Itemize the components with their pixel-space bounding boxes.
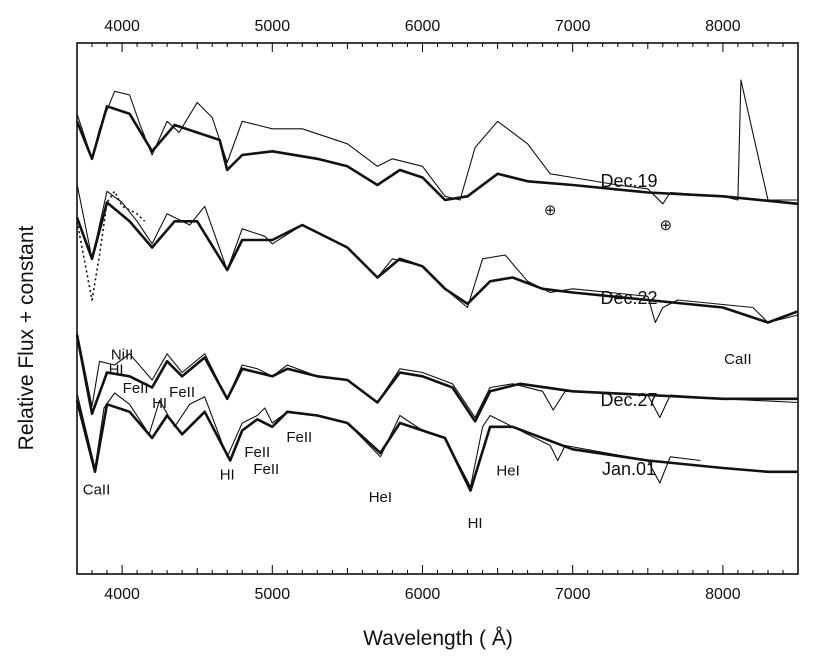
spectrum-line-dec-19-thin-0 [76,79,798,205]
line-id-label-12: HeI [496,463,519,480]
spectrum-line-dec-19-thick-1 [75,105,799,206]
bottom-tick-label-4000: 4000 [104,586,140,603]
tick-layer: 4000 4000 5000 5000 6000 6000 7000 7000 8000 8000 [91,18,799,603]
line-id-label-2: HI [109,361,124,378]
top-tick-label-8000: 8000 [705,18,741,35]
top-tick-label-4000: 4000 [104,18,140,35]
spectrum-line-dec-27-thick-5 [75,334,798,423]
y-axis-label: Relative Flux + constant [15,225,38,450]
epoch-label-dec-27: Dec.27 [600,390,657,410]
telluric-marker-15: ⊕ [660,217,673,234]
top-tick-label-6000: 6000 [405,18,441,35]
line-id-label-7: FeII [244,444,270,461]
spectrum-line-dec-22-thick-3 [75,201,799,324]
bottom-tick-label-7000: 7000 [555,586,591,603]
bottom-tick-label-6000: 6000 [405,586,441,603]
x-axis-label: Wavelength ( Å) [363,627,513,650]
spectrum-line-dec-22-thin-2 [76,183,799,324]
label-layer: Dec.19Dec.22Dec.27Jan.01CaIINiIIHIFeIIHI… [83,171,752,532]
line-id-label-10: HeI [369,489,392,506]
top-tick-label-7000: 7000 [555,18,591,35]
epoch-label-jan-01: Jan.01 [602,459,656,479]
line-id-label-8: FeII [253,461,279,478]
line-id-label-9: FeII [286,429,312,446]
epoch-label-dec-22: Dec.22 [600,288,657,308]
telluric-marker-14: ⊕ [544,202,557,219]
epoch-label-dec-19: Dec.19 [600,171,657,191]
line-id-label-0: CaII [83,481,111,498]
top-tick-label-5000: 5000 [255,18,291,35]
line-id-label-6: HI [220,466,235,483]
line-id-label-4: HI [152,395,167,412]
bottom-tick-label-8000: 8000 [705,586,741,603]
line-id-label-5: FeII [169,384,195,401]
spectrum-line-dec-22-dotted-8 [76,190,146,301]
line-id-label-3: FeII [123,380,149,397]
spectrum-line-jan-01-thick-7 [75,400,798,492]
line-id-label-13: CaII [724,351,752,368]
line-id-label-11: HI [468,515,483,532]
series-layer [75,79,799,492]
line-id-label-1: NiII [111,346,134,363]
bottom-tick-label-5000: 5000 [255,586,291,603]
